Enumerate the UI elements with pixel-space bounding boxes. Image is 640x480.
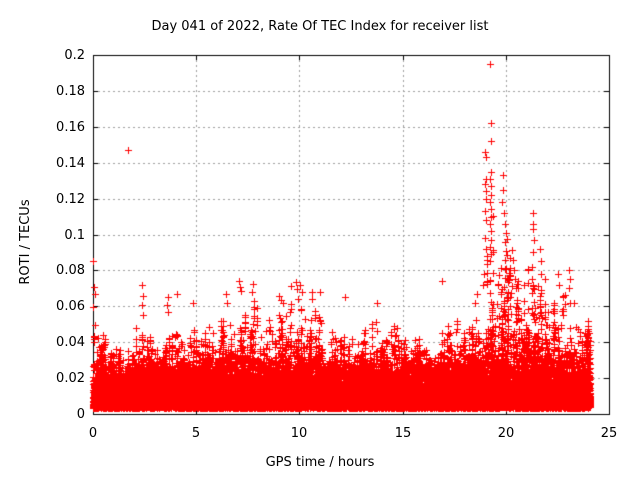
x-axis-label: GPS time / hours xyxy=(265,455,375,470)
y-tick-label: 0.06 xyxy=(56,299,85,314)
x-tick-label: 20 xyxy=(497,426,515,441)
y-tick-label: 0 xyxy=(76,407,85,422)
x-tick-label: 5 xyxy=(191,426,201,441)
x-tick-label: 0 xyxy=(88,426,98,441)
y-tick-label: 0.08 xyxy=(56,263,85,278)
y-tick-label: 0.02 xyxy=(56,371,85,386)
y-tick-label: 0.12 xyxy=(56,192,85,207)
y-tick-label: 0.2 xyxy=(64,48,85,63)
y-tick-label: 0.18 xyxy=(56,84,85,99)
x-tick-label: 25 xyxy=(600,426,618,441)
x-tick-label: 15 xyxy=(394,426,412,441)
chart-title: Day 041 of 2022, Rate Of TEC Index for r… xyxy=(151,19,489,34)
y-tick-label: 0.14 xyxy=(56,156,85,171)
y-tick-label: 0.1 xyxy=(64,228,85,243)
y-tick-label: 0.04 xyxy=(56,335,85,350)
y-tick-label: 0.16 xyxy=(56,120,85,135)
x-tick-label: 10 xyxy=(290,426,308,441)
